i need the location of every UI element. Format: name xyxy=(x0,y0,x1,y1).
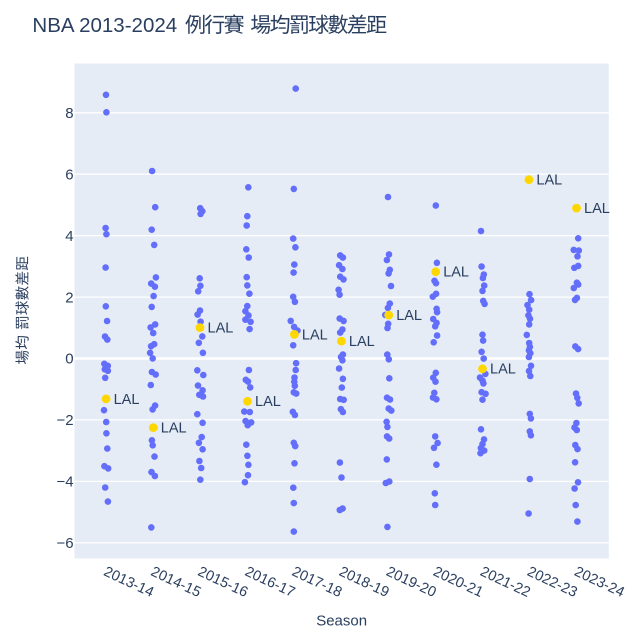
svg-text:LAL: LAL xyxy=(396,308,422,324)
svg-text:LAL: LAL xyxy=(536,173,562,189)
svg-text:NBA 2013-2024: NBA 2013-2024 xyxy=(32,14,177,37)
svg-text:LAL: LAL xyxy=(584,201,610,217)
svg-text:−2: −2 xyxy=(56,412,73,429)
svg-text:2021-22: 2021-22 xyxy=(478,564,533,601)
svg-text:2013-14: 2013-14 xyxy=(101,564,156,601)
svg-text:LAL: LAL xyxy=(349,334,375,350)
svg-text:2014-15: 2014-15 xyxy=(148,564,203,601)
svg-text:2: 2 xyxy=(65,289,73,306)
svg-text:0: 0 xyxy=(65,351,73,368)
svg-text:2019-20: 2019-20 xyxy=(384,564,439,601)
svg-text:2017-18: 2017-18 xyxy=(289,564,344,601)
svg-text:2015-16: 2015-16 xyxy=(195,564,250,601)
svg-text:−6: −6 xyxy=(56,535,73,552)
svg-text:8: 8 xyxy=(65,105,73,122)
svg-text:2023-24: 2023-24 xyxy=(572,564,627,601)
svg-text:LAL: LAL xyxy=(255,394,281,410)
svg-text:LAL: LAL xyxy=(161,421,187,437)
svg-text:2020-21: 2020-21 xyxy=(431,564,486,601)
svg-text:LAL: LAL xyxy=(490,362,516,378)
svg-text:LAL: LAL xyxy=(114,392,140,408)
svg-text:4: 4 xyxy=(65,228,73,245)
svg-text:2022-23: 2022-23 xyxy=(525,564,580,601)
svg-text:LAL: LAL xyxy=(302,327,328,343)
svg-text:Season: Season xyxy=(316,612,367,629)
svg-text:2016-17: 2016-17 xyxy=(242,564,297,601)
svg-text:−4: −4 xyxy=(56,474,73,491)
svg-text:LAL: LAL xyxy=(208,321,234,337)
svg-text:2018-19: 2018-19 xyxy=(336,564,391,601)
svg-text:LAL: LAL xyxy=(443,265,469,281)
svg-text:6: 6 xyxy=(65,166,73,183)
